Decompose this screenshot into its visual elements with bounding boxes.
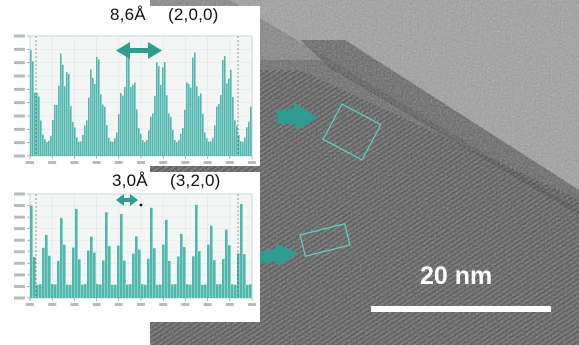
miller-index-label: (2,0,0) [168, 5, 219, 24]
arrow-right-icon [276, 102, 318, 130]
roi-box-bottom [299, 223, 351, 257]
intensity-profile-200 [10, 6, 260, 166]
arrow-right-icon [256, 243, 298, 266]
d-spacing-label: 8,6Å [110, 5, 146, 24]
d-spacing-label: 3,0Å [112, 171, 148, 190]
double-arrow-icon [116, 194, 143, 207]
double-arrow-icon [116, 42, 162, 59]
scale-bar-label: 20 nm [420, 262, 493, 290]
miller-index-label: (3,2,0) [170, 171, 221, 190]
scale-bar [371, 306, 551, 312]
roi-box-top [322, 103, 382, 161]
intensity-profile-320 [10, 172, 260, 322]
